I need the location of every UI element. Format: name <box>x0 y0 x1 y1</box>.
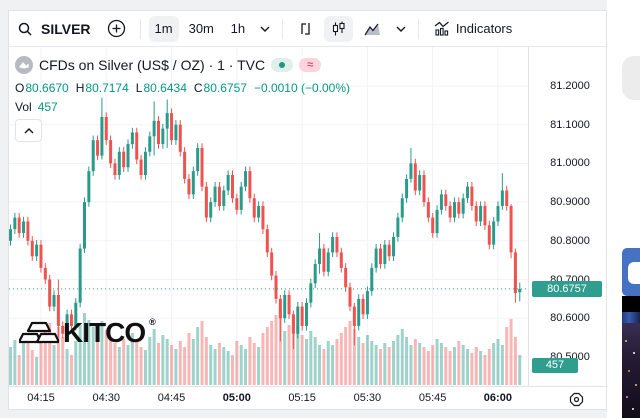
toolbar-divider <box>139 18 141 39</box>
time-tick-label: 05:30 <box>353 392 382 404</box>
interval-30m-button[interactable]: 30m <box>188 21 214 36</box>
candlestick-chart[interactable] <box>9 47 608 411</box>
time-tick-label: 05:45 <box>418 392 447 404</box>
volume-label: Vol <box>15 100 32 114</box>
time-tick-label: 04:30 <box>92 392 121 404</box>
live-status-pill[interactable] <box>271 58 294 72</box>
indicators-label: Indicators <box>455 21 513 36</box>
add-symbol-icon[interactable] <box>101 16 132 42</box>
toolbar-divider <box>281 18 283 39</box>
search-icon[interactable] <box>17 21 33 37</box>
time-tick-label: 04:45 <box>157 392 186 404</box>
indicators-icon <box>433 20 451 37</box>
tvc-logo-icon <box>15 56 33 74</box>
price-tick-label: 80.6000 <box>550 312 590 325</box>
current-volume-badge: 457 <box>532 358 578 373</box>
page-decor-blob <box>622 56 640 100</box>
chart-type-chevron-down-icon[interactable] <box>392 16 410 42</box>
video-tile-top <box>622 296 640 312</box>
symbol-name[interactable]: SILVER <box>41 20 91 37</box>
tradingview-widget: SILVER 1m 30m 1h Indicators <box>8 10 608 411</box>
chart-legend: CFDs on Silver (US$ / OZ) · 1 · TVC ≈ O8… <box>15 55 350 114</box>
time-tick-label: 04:15 <box>27 392 55 404</box>
axis-settings-gear-icon[interactable] <box>569 392 584 407</box>
candlestick-style-icon[interactable] <box>323 15 353 42</box>
time-tick-label: 06:00 <box>483 392 512 404</box>
facebook-tile-image <box>622 248 640 296</box>
interval-1m-button[interactable]: 1m <box>148 15 179 42</box>
open-value: 80.6670 <box>25 80 69 95</box>
bar-change-icon[interactable] <box>291 16 320 42</box>
interval-menu-chevron-down-icon[interactable] <box>256 16 274 42</box>
price-tick-label: 80.9000 <box>550 196 590 209</box>
chevron-up-icon <box>24 127 33 133</box>
price-tick-label: 81.2000 <box>550 80 590 92</box>
price-tick-label: 81.1000 <box>550 118 590 131</box>
green-dot-icon <box>279 62 286 68</box>
indicators-button[interactable]: Indicators <box>427 16 518 42</box>
interval-1h-button[interactable]: 1h <box>230 21 246 36</box>
video-tile-banner <box>622 312 640 323</box>
price-tick-label: 80.8000 <box>550 234 590 247</box>
chart-toolbar: SILVER 1m 30m 1h Indicators <box>9 11 606 47</box>
low-value: 80.6434 <box>143 80 187 95</box>
change-value: −0.0010 (−0.00%) <box>253 80 351 95</box>
area-style-icon[interactable] <box>357 16 388 42</box>
time-tick-label: 05:15 <box>288 392 316 404</box>
ohlc-readout: O80.6670 H80.7174 L80.6434 C80.6757 −0.0… <box>15 80 351 95</box>
chart-title[interactable]: CFDs on Silver (US$ / OZ) · 1 · TVC <box>39 57 266 73</box>
page-background-right <box>607 0 640 418</box>
approx-data-pill[interactable]: ≈ <box>299 58 322 72</box>
price-tick-label: 81.0000 <box>550 157 590 170</box>
time-tick-label: 05:00 <box>222 392 251 404</box>
volume-value: 457 <box>37 100 58 114</box>
collapse-legend-button[interactable] <box>15 119 42 142</box>
high-value: 80.7174 <box>85 80 129 95</box>
city-photo-tile <box>622 323 640 418</box>
current-price-badge: 80.6757 <box>532 280 602 297</box>
close-value: 80.6757 <box>203 80 247 95</box>
toolbar-divider <box>417 18 419 39</box>
